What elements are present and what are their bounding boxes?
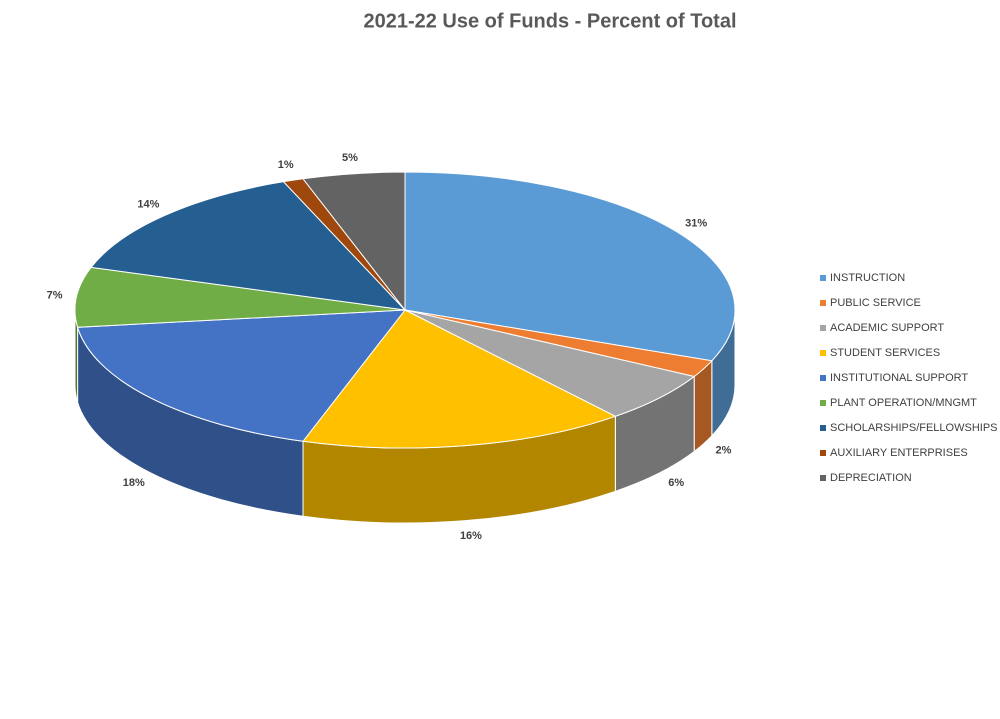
legend-label: PUBLIC SERVICE: [830, 297, 921, 309]
legend-label: INSTRUCTION: [830, 272, 905, 284]
slice: [76, 309, 407, 442]
data-label: 1%: [278, 159, 294, 171]
slice: [74, 266, 406, 328]
data-label: 14%: [137, 198, 159, 210]
data-label: 2%: [716, 444, 732, 456]
legend-label: INSTITUTIONAL SUPPORT: [830, 372, 968, 384]
legend-swatch: [820, 425, 826, 431]
slice: [404, 171, 736, 362]
legend-swatch: [820, 325, 826, 331]
data-label: 5%: [342, 152, 358, 164]
data-label: 6%: [668, 477, 684, 489]
legend-swatch: [820, 275, 826, 281]
legend-label: ACADEMIC SUPPORT: [830, 322, 944, 334]
slice: [302, 171, 406, 312]
legend-swatch: [820, 475, 826, 481]
legend-label: AUXILIARY ENTERPRISES: [830, 447, 968, 459]
slice: [90, 181, 407, 311]
legend-swatch: [820, 375, 826, 381]
legend-swatch: [820, 400, 826, 406]
data-label: 31%: [685, 217, 707, 229]
legend-label: PLANT OPERATION/MNGMT: [830, 397, 977, 409]
legend-label: SCHOLARSHIPS/FELLOWSHIPS: [830, 422, 998, 434]
slice: [302, 309, 617, 449]
slice: [404, 309, 696, 417]
legend-label: DEPRECIATION: [830, 472, 912, 484]
legend-swatch: [820, 450, 826, 456]
legend-swatch: [820, 300, 826, 306]
legend-swatch: [820, 350, 826, 356]
chart-title: 2021-22 Use of Funds - Percent of Total: [363, 10, 736, 32]
data-label: 16%: [460, 530, 482, 542]
legend-label: STUDENT SERVICES: [830, 347, 940, 359]
data-label: 7%: [47, 289, 63, 301]
data-label: 18%: [123, 477, 145, 489]
